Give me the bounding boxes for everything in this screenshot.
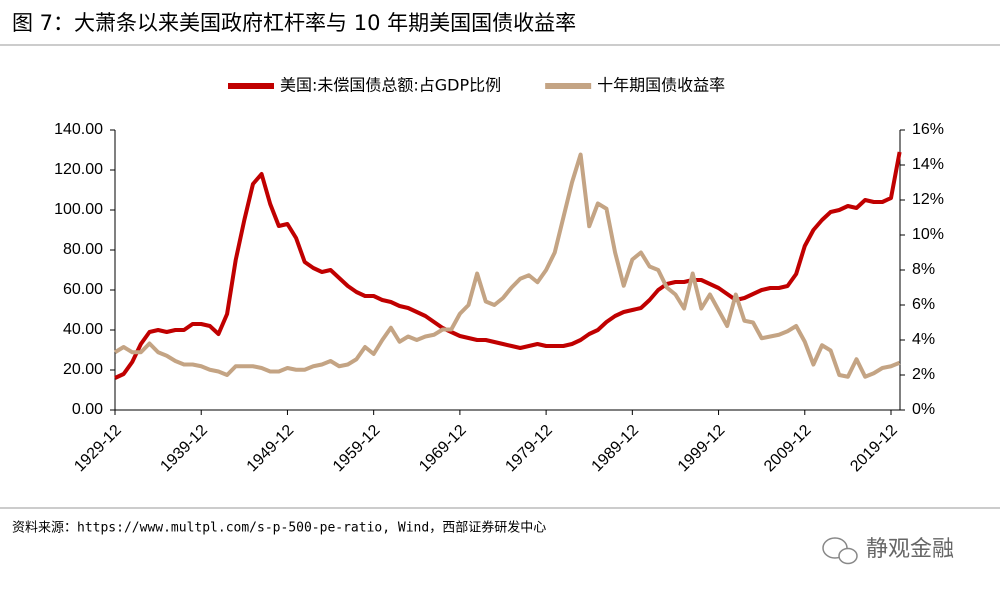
y2-tick-label: 16% (912, 121, 944, 138)
source-note: 资料来源：https://www.multpl.com/s-p-500-pe-r… (12, 520, 546, 536)
x-tick-label: 1929-12 (71, 422, 125, 476)
legend-label: 十年期国债收益率 (597, 76, 725, 95)
y-tick-label: 100.00 (54, 201, 103, 218)
y2-tick-label: 12% (912, 191, 944, 208)
x-tick-label: 2009-12 (761, 422, 815, 476)
y-tick-label: 60.00 (63, 281, 103, 298)
y2-tick-label: 6% (912, 296, 935, 313)
x-tick-label: 1939-12 (157, 422, 211, 476)
y-tick-label: 40.00 (63, 321, 103, 338)
y2-tick-label: 14% (912, 156, 944, 173)
y2-tick-label: 0% (912, 401, 935, 418)
series-line (114, 151, 902, 380)
y-tick-label: 140.00 (54, 121, 103, 138)
y-tick-label: 80.00 (63, 241, 103, 258)
x-tick-label: 1999-12 (675, 422, 729, 476)
x-tick-label: 1989-12 (589, 422, 643, 476)
y2-tick-label: 10% (912, 226, 944, 243)
y2-tick-label: 8% (912, 261, 935, 278)
chart-title: 图 7：大萧条以来美国政府杠杆率与 10 年期美国国债收益率 (12, 11, 576, 35)
y-tick-label: 120.00 (54, 161, 103, 178)
x-tick-label: 2019-12 (847, 422, 901, 476)
y-tick-label: 20.00 (63, 361, 103, 378)
x-tick-label: 1959-12 (330, 422, 384, 476)
x-tick-label: 1949-12 (244, 422, 298, 476)
x-tick-label: 1969-12 (416, 422, 470, 476)
watermark: 静观金融 (866, 537, 954, 562)
series-line (113, 152, 901, 379)
y2-tick-label: 2% (912, 366, 935, 383)
y-tick-label: 0.00 (72, 401, 103, 418)
x-tick-label: 1979-12 (502, 422, 556, 476)
legend-label: 美国:未偿国债总额:占GDP比例 (280, 76, 501, 95)
y2-tick-label: 4% (912, 331, 935, 348)
watermark-icon (822, 537, 858, 565)
